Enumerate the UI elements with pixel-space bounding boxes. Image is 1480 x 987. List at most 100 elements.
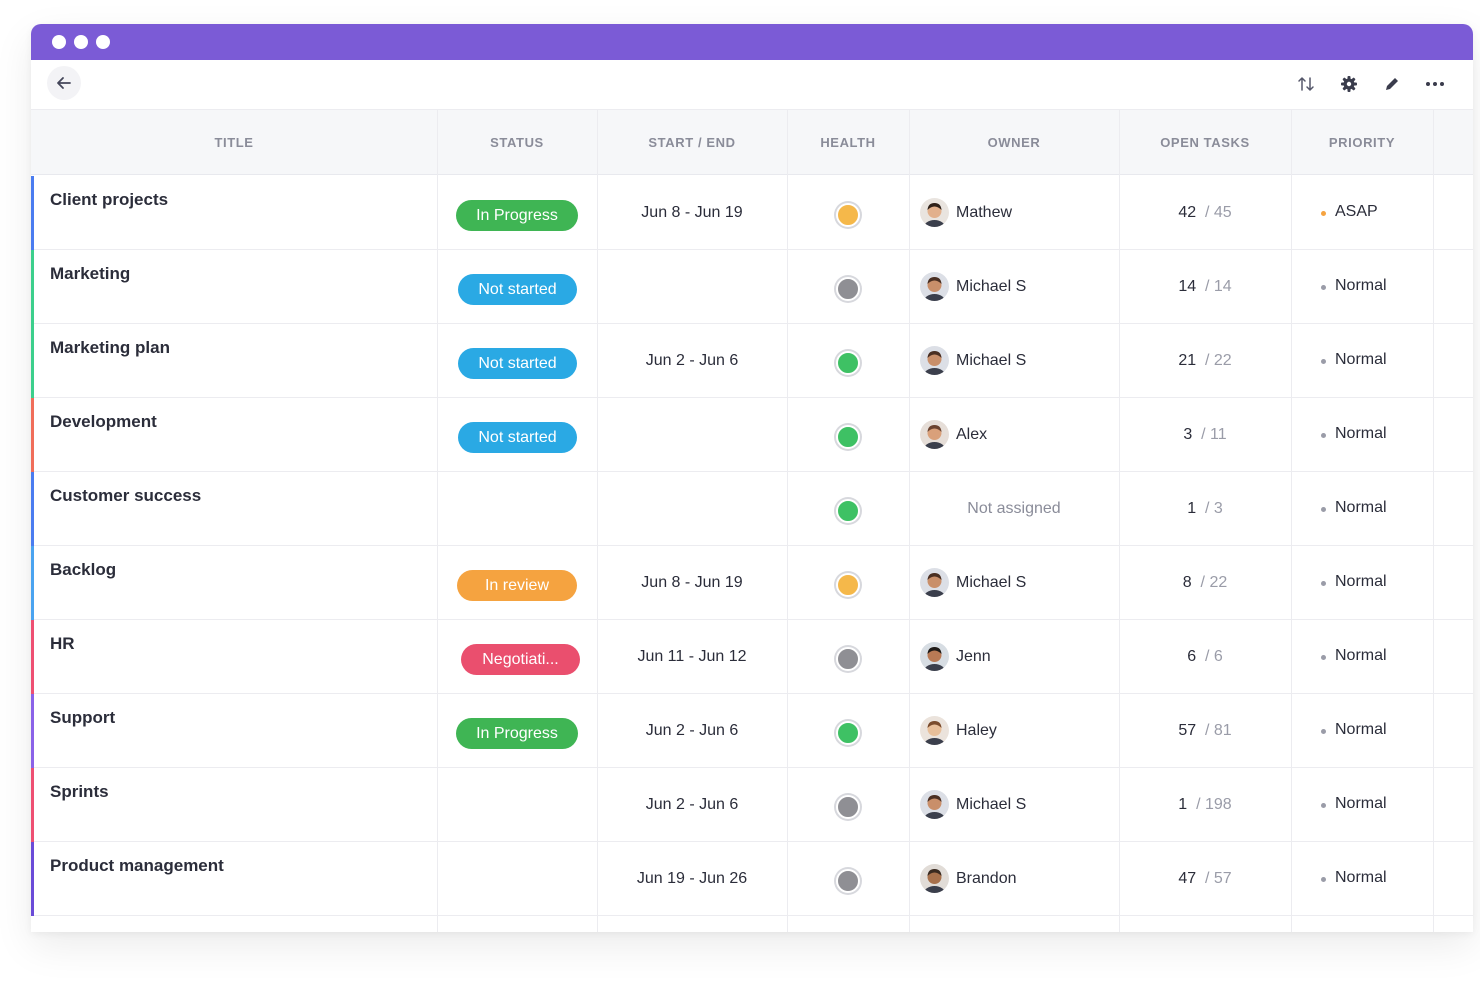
settings-button[interactable]: [1338, 73, 1360, 95]
open-tasks-count[interactable]: 6 / 6: [1119, 648, 1291, 666]
health-dot-icon: [836, 203, 860, 227]
row-title[interactable]: Backlog: [50, 560, 117, 579]
date-range[interactable]: Jun 2 - Jun 6: [645, 796, 739, 813]
table-row[interactable]: Marketing plan Not started Jun 2 - Jun 6 Mi…: [31, 324, 1473, 398]
open-tasks-count[interactable]: 21 / 22: [1119, 352, 1291, 370]
owner-name[interactable]: Michael S: [956, 796, 1027, 813]
priority-label[interactable]: Normal: [1335, 425, 1387, 442]
window-dot-icon: [52, 35, 66, 49]
date-range[interactable]: Jun 19 - Jun 26: [636, 870, 748, 887]
column-divider: [1433, 110, 1434, 932]
open-tasks-count[interactable]: 47 / 57: [1119, 870, 1291, 888]
priority-dot-icon: [1321, 803, 1326, 808]
tasks-separator: /: [1192, 426, 1211, 443]
open-tasks-count[interactable]: 42 / 45: [1119, 204, 1291, 222]
open-tasks-count[interactable]: 14 / 14: [1119, 278, 1291, 296]
column-header-health[interactable]: HEALTH: [820, 135, 876, 150]
owner-name[interactable]: Jenn: [956, 648, 991, 665]
owner-name[interactable]: Haley: [956, 722, 997, 739]
owner-unassigned[interactable]: Not assigned: [967, 500, 1061, 517]
sort-button[interactable]: [1295, 73, 1317, 95]
tasks-total: 14: [1213, 278, 1232, 295]
column-header-start-end[interactable]: START / END: [648, 135, 736, 150]
date-range[interactable]: Jun 2 - Jun 6: [645, 722, 739, 739]
avatar[interactable]: [920, 346, 949, 375]
owner-name[interactable]: Michael S: [956, 352, 1027, 369]
priority-label[interactable]: Normal: [1335, 721, 1387, 738]
row-title[interactable]: Marketing plan: [50, 338, 170, 357]
priority-label[interactable]: Normal: [1335, 795, 1387, 812]
row-title[interactable]: Development: [50, 412, 157, 431]
more-button[interactable]: [1424, 73, 1446, 95]
row-color-accent: [31, 620, 34, 694]
table-row[interactable]: Support In Progress Jun 2 - Jun 6 Haley 57 /…: [31, 694, 1473, 768]
health-dot-icon: [836, 647, 860, 671]
window-titlebar: [31, 24, 1473, 60]
avatar[interactable]: [920, 420, 949, 449]
status-badge[interactable]: In Progress: [456, 718, 578, 749]
open-tasks-count[interactable]: 1 / 3: [1119, 500, 1291, 518]
priority-dot-icon: [1321, 285, 1326, 290]
table-row[interactable]: Client projects In Progress Jun 8 - Jun 19…: [31, 176, 1473, 250]
date-range[interactable]: Jun 2 - Jun 6: [645, 352, 739, 369]
owner-name[interactable]: Brandon: [956, 870, 1017, 887]
table-row[interactable]: Backlog In review Jun 8 - Jun 19 Michael S 8…: [31, 546, 1473, 620]
owner-name[interactable]: Michael S: [956, 278, 1027, 295]
status-badge[interactable]: In Progress: [456, 200, 578, 231]
date-range[interactable]: Jun 8 - Jun 19: [641, 574, 743, 591]
avatar[interactable]: [920, 198, 949, 227]
date-range[interactable]: Jun 11 - Jun 12: [637, 648, 747, 665]
column-header-open-tasks[interactable]: OPEN TASKS: [1160, 135, 1250, 150]
tasks-separator: /: [1196, 352, 1214, 369]
priority-label[interactable]: Normal: [1335, 351, 1387, 368]
row-title[interactable]: Product management: [50, 856, 224, 875]
status-badge[interactable]: Negotiati...: [461, 644, 580, 675]
priority-label[interactable]: Normal: [1335, 277, 1387, 294]
back-button[interactable]: [47, 66, 81, 100]
tasks-open: 1: [1187, 500, 1197, 517]
open-tasks-count[interactable]: 57 / 81: [1119, 722, 1291, 740]
avatar[interactable]: [920, 864, 949, 893]
avatar[interactable]: [920, 716, 949, 745]
table-row[interactable]: Customer success Not assigned 1 / 3 Normal: [31, 472, 1473, 546]
column-header-owner[interactable]: OWNER: [987, 135, 1041, 150]
row-title[interactable]: Support: [50, 708, 116, 727]
priority-label[interactable]: Normal: [1335, 499, 1387, 516]
status-badge[interactable]: Not started: [458, 274, 577, 305]
health-dot-icon: [836, 351, 860, 375]
table-row[interactable]: HR Negotiati... Jun 11 - Jun 12 Jenn 6 / 6 No…: [31, 620, 1473, 694]
column-header-status[interactable]: STATUS: [490, 135, 544, 150]
priority-label[interactable]: Normal: [1335, 647, 1387, 664]
priority-label[interactable]: ASAP: [1335, 203, 1378, 220]
priority-label[interactable]: Normal: [1335, 573, 1387, 590]
health-dot-icon: [836, 499, 860, 523]
row-title[interactable]: Client projects: [50, 190, 169, 209]
avatar[interactable]: [920, 642, 949, 671]
edit-button[interactable]: [1381, 73, 1403, 95]
status-badge[interactable]: In review: [457, 570, 577, 601]
table-row[interactable]: Marketing Not started Michael S 14 / 14 Norm…: [31, 250, 1473, 324]
row-title[interactable]: Marketing: [50, 264, 131, 283]
open-tasks-count[interactable]: 8 / 22: [1119, 574, 1291, 592]
row-title[interactable]: Customer success: [50, 486, 202, 505]
avatar[interactable]: [920, 790, 949, 819]
open-tasks-count[interactable]: 3 / 11: [1119, 426, 1291, 444]
date-range[interactable]: Jun 8 - Jun 19: [641, 204, 743, 221]
owner-name[interactable]: Mathew: [956, 204, 1013, 221]
row-title[interactable]: Sprints: [50, 782, 109, 801]
table-row[interactable]: Product management Jun 19 - Jun 26 Brandon…: [31, 842, 1473, 916]
status-badge[interactable]: Not started: [458, 348, 577, 379]
avatar[interactable]: [920, 568, 949, 597]
gear-icon: [1341, 76, 1357, 92]
priority-label[interactable]: Normal: [1335, 869, 1387, 886]
status-badge[interactable]: Not started: [458, 422, 577, 453]
avatar[interactable]: [920, 272, 949, 301]
row-title[interactable]: HR: [50, 634, 75, 653]
column-header-priority[interactable]: PRIORITY: [1328, 135, 1396, 150]
owner-name[interactable]: Michael S: [956, 574, 1027, 591]
table-row[interactable]: Sprints Jun 2 - Jun 6 Michael S 1 / 198 Norm…: [31, 768, 1473, 842]
table-row[interactable]: Development Not started Alex 3 / 11 Normal: [31, 398, 1473, 472]
open-tasks-count[interactable]: 1 / 198: [1119, 796, 1291, 814]
owner-name[interactable]: Alex: [956, 426, 988, 443]
column-header-title[interactable]: TITLE: [214, 135, 254, 150]
